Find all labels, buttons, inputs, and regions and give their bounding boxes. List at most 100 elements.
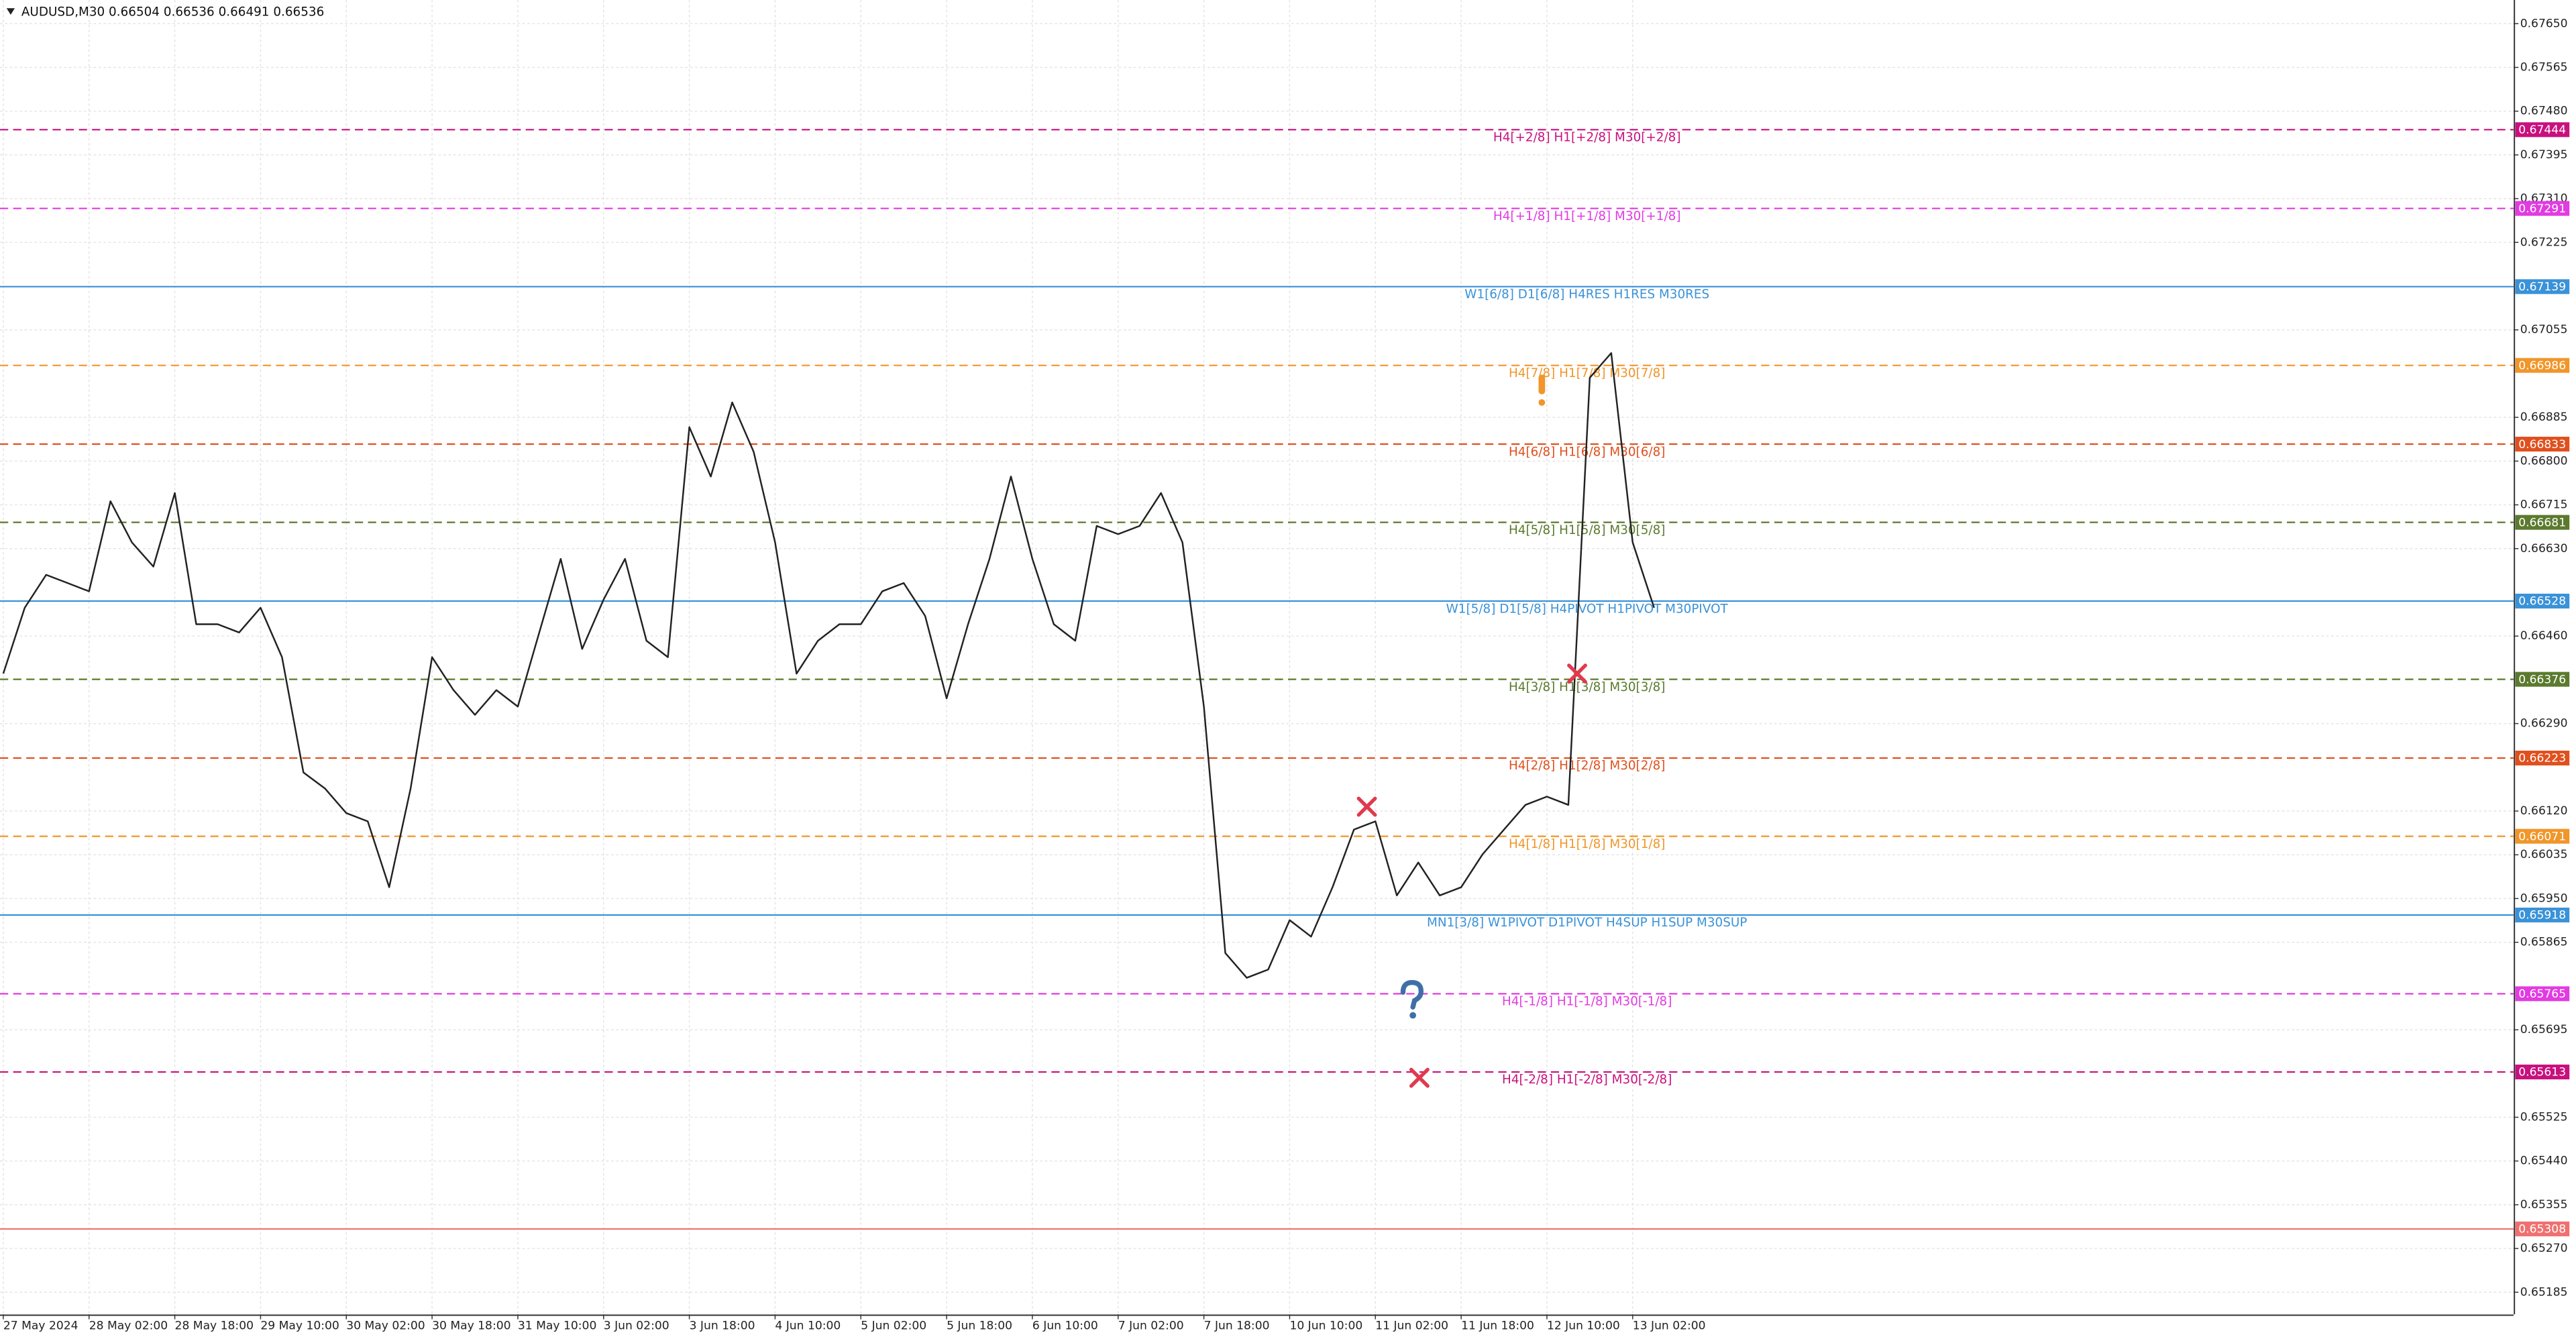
exclamation-bar <box>1538 374 1546 394</box>
level-label: H4[+2/8] H1[+2/8] M30[+2/8] <box>1493 131 1681 145</box>
price-tag <box>2515 437 2570 452</box>
level-label: MN1[3/8] W1PIVOT D1PIVOT H4SUP H1SUP M30… <box>1427 916 1747 930</box>
price-tag <box>2515 358 2570 373</box>
y-tick-label: 0.67055 <box>2520 323 2568 337</box>
y-tick-label: 0.66120 <box>2520 804 2568 818</box>
x-tick-label: 28 May 02:00 <box>89 1319 168 1332</box>
y-tick-label: 0.66035 <box>2520 848 2568 861</box>
level-label: H4[5/8] H1[5/8] M30[5/8] <box>1509 523 1665 537</box>
y-tick-label: 0.67480 <box>2520 105 2568 118</box>
menu-arrow <box>6 8 15 15</box>
level-label: W1[5/8] D1[5/8] H4PIVOT H1PIVOT M30PIVOT <box>1446 602 1729 616</box>
price-tag-label: 0.65308 <box>2518 1223 2566 1236</box>
price-line <box>2 352 1655 979</box>
series <box>2 352 1655 979</box>
price-tag <box>2515 122 2570 138</box>
price-tag <box>2515 593 2570 609</box>
axis: 0.676500.675650.674800.673950.673100.672… <box>3 17 2570 1332</box>
price-tag <box>2515 515 2570 530</box>
cross-marker <box>1409 1067 1430 1088</box>
x-tick-label: 10 Jun 10:00 <box>1289 1319 1362 1332</box>
price-tag-label: 0.65765 <box>2518 987 2566 1001</box>
y-tick-label: 0.65695 <box>2520 1023 2568 1036</box>
x-tick-label: 11 Jun 18:00 <box>1461 1319 1534 1332</box>
price-tag-label: 0.65918 <box>2518 909 2566 922</box>
chart-title: AUDUSD,M30 0.66504 0.66536 0.66491 0.665… <box>21 5 324 19</box>
price-tag <box>2515 1064 2570 1079</box>
y-tick-label: 0.66290 <box>2520 717 2568 731</box>
x-tick-label: 7 Jun 02:00 <box>1118 1319 1184 1332</box>
price-tag <box>2515 986 2570 1002</box>
price-tag <box>2515 828 2570 844</box>
y-tick-label: 0.65270 <box>2520 1242 2568 1255</box>
level-label: H4[-2/8] H1[-2/8] M30[-2/8] <box>1502 1073 1672 1087</box>
x-tick-label: 31 May 10:00 <box>518 1319 596 1332</box>
price-tag-label: 0.67291 <box>2518 202 2566 215</box>
y-tick-label: 0.65185 <box>2520 1285 2568 1299</box>
level-label: H4[-1/8] H1[-1/8] M30[-1/8] <box>1502 995 1672 1009</box>
level-label: H4[7/8] H1[7/8] M30[7/8] <box>1509 366 1665 380</box>
level-label: W1[6/8] D1[6/8] H4RES H1RES M30RES <box>1464 288 1709 302</box>
cross-marker <box>1356 796 1377 817</box>
x-tick-label: 29 May 10:00 <box>260 1319 339 1332</box>
y-tick-label: 0.67225 <box>2520 235 2568 249</box>
exclamation-dot <box>1538 399 1546 406</box>
price-tag-label: 0.66071 <box>2518 830 2566 843</box>
price-tag <box>2515 279 2570 294</box>
y-tick-label: 0.65440 <box>2520 1155 2568 1168</box>
price-tag-label: 0.67444 <box>2518 123 2566 137</box>
y-tick-label: 0.66630 <box>2520 542 2568 555</box>
x-tick-label: 28 May 18:00 <box>175 1319 254 1332</box>
x-tick-label: 6 Jun 10:00 <box>1032 1319 1098 1332</box>
x-tick-label: 13 Jun 02:00 <box>1633 1319 1706 1332</box>
question-dot <box>1409 1012 1417 1019</box>
price-tag-label: 0.66223 <box>2518 752 2566 765</box>
x-tick-label: 5 Jun 02:00 <box>861 1319 926 1332</box>
y-tick-label: 0.65950 <box>2520 892 2568 905</box>
x-tick-label: 4 Jun 10:00 <box>775 1319 841 1332</box>
price-tag-label: 0.66528 <box>2518 595 2566 608</box>
x-tick-label: 3 Jun 18:00 <box>690 1319 755 1332</box>
x-tick-label: 30 May 02:00 <box>346 1319 425 1332</box>
y-tick-label: 0.67395 <box>2520 148 2568 162</box>
y-tick-label: 0.67650 <box>2520 17 2568 30</box>
x-tick-label: 11 Jun 02:00 <box>1375 1319 1448 1332</box>
question-marker <box>1400 979 1424 1019</box>
price-tag-label: 0.67139 <box>2518 280 2566 294</box>
price-tag <box>2515 672 2570 687</box>
level-label: H4[1/8] H1[1/8] M30[1/8] <box>1509 837 1665 851</box>
x-tick-label: 30 May 18:00 <box>432 1319 511 1332</box>
y-tick-label: 0.65865 <box>2520 936 2568 949</box>
price-tag-label: 0.65613 <box>2518 1066 2566 1079</box>
y-tick-label: 0.66715 <box>2520 498 2568 512</box>
markers <box>1356 663 1587 1088</box>
x-tick-label: 7 Jun 18:00 <box>1204 1319 1270 1332</box>
x-tick-label: 12 Jun 10:00 <box>1547 1319 1620 1332</box>
price-tag <box>2515 201 2570 216</box>
y-tick-label: 0.66800 <box>2520 454 2568 468</box>
level-label: H4[3/8] H1[3/8] M30[3/8] <box>1509 680 1665 694</box>
exclamation-marker <box>1538 374 1546 406</box>
price-tag-label: 0.66833 <box>2518 438 2566 451</box>
price-tag <box>2515 1221 2570 1236</box>
question-curve <box>1400 979 1424 1010</box>
y-tick-label: 0.66885 <box>2520 411 2568 424</box>
level-label: H4[6/8] H1[6/8] M30[6/8] <box>1509 445 1665 459</box>
price-tag <box>2515 907 2570 922</box>
levels: H4[+2/8] H1[+2/8] M30[+2/8] H4[+1/8] H1[+… <box>0 129 2514 1230</box>
y-tick-label: 0.65355 <box>2520 1198 2568 1212</box>
price-tag-label: 0.66376 <box>2518 673 2566 686</box>
price-tag <box>2515 750 2570 766</box>
y-tick-label: 0.67565 <box>2520 60 2568 74</box>
y-tick-label: 0.65525 <box>2520 1110 2568 1124</box>
price-tag-label: 0.66986 <box>2518 359 2566 372</box>
y-tick-label: 0.66460 <box>2520 629 2568 643</box>
level-label: H4[2/8] H1[2/8] M30[2/8] <box>1509 759 1665 773</box>
x-tick-label: 27 May 2024 <box>3 1319 78 1332</box>
x-tick-label: 3 Jun 02:00 <box>604 1319 669 1332</box>
cross-marker <box>1567 663 1587 684</box>
x-tick-label: 5 Jun 18:00 <box>947 1319 1012 1332</box>
